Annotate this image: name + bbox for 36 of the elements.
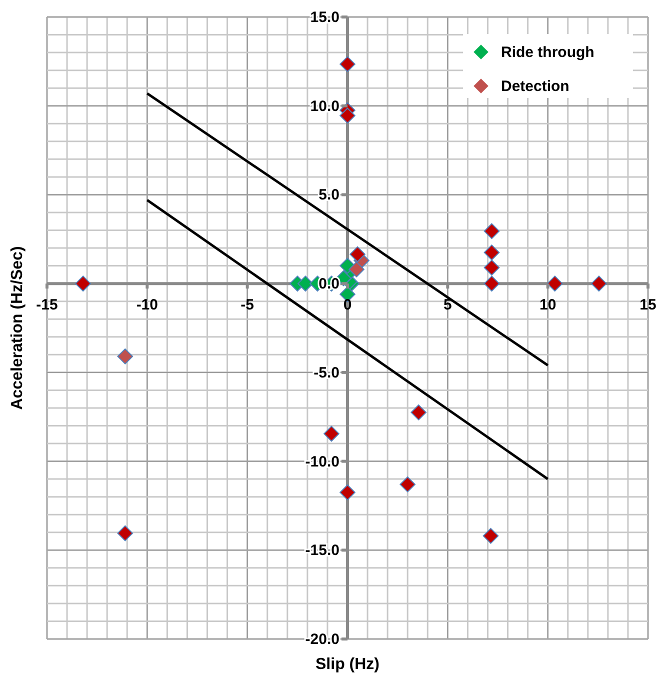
y-tick-label: -5.0 xyxy=(314,364,340,382)
point xyxy=(484,276,500,292)
point xyxy=(298,276,314,292)
legend-label: Detection xyxy=(501,78,570,95)
y-tick-label: 5.0 xyxy=(318,186,340,204)
legend-label: Ride through xyxy=(501,44,594,61)
point xyxy=(340,56,356,72)
point xyxy=(546,276,563,292)
point xyxy=(324,426,340,442)
point xyxy=(591,276,607,292)
x-tick-label: -5 xyxy=(240,296,254,314)
point xyxy=(484,223,500,240)
y-axis-title: Acceleration (Hz/Sec) xyxy=(9,246,26,410)
point xyxy=(348,261,364,278)
y-tick-label: 15.0 xyxy=(310,9,340,26)
x-tick-label: 0 xyxy=(343,296,352,314)
x-tick-label: -10 xyxy=(136,296,158,314)
y-tick-label: -15.0 xyxy=(305,542,340,560)
point xyxy=(117,525,134,542)
point xyxy=(350,246,366,262)
point xyxy=(410,404,427,420)
point xyxy=(484,260,500,276)
point xyxy=(75,276,91,292)
y-tick-label: -10.0 xyxy=(305,453,340,470)
x-axis-title: Slip (Hz) xyxy=(316,656,380,673)
point xyxy=(400,476,416,492)
y-tick-label: 10.0 xyxy=(310,98,340,115)
point xyxy=(484,244,500,260)
x-tick-label: 15 xyxy=(640,296,656,314)
point xyxy=(340,108,356,124)
y-tick-label: -20.0 xyxy=(305,631,340,648)
x-tick-label: 10 xyxy=(539,296,556,314)
point xyxy=(117,348,134,364)
point xyxy=(340,484,356,500)
x-tick-label: -15 xyxy=(36,296,58,314)
point xyxy=(482,528,499,544)
